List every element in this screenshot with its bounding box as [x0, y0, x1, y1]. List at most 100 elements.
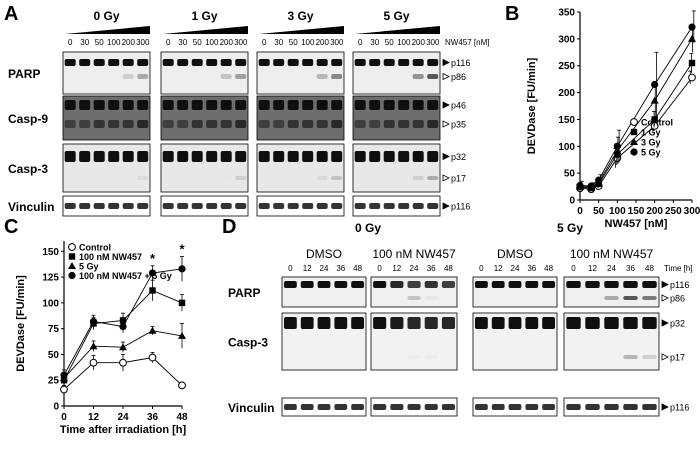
band	[383, 59, 395, 66]
band	[642, 296, 657, 300]
band	[177, 151, 189, 162]
y-axis-label: DEVDase [FU/min]	[15, 275, 27, 372]
x-tick-label: 36	[147, 412, 159, 423]
data-point	[651, 80, 659, 89]
x-tick-label: 48	[176, 412, 188, 423]
legend-label: 5 Gy	[641, 148, 661, 158]
band	[93, 151, 105, 162]
legend-marker	[630, 138, 638, 145]
band	[427, 120, 439, 128]
band	[334, 404, 348, 410]
treatment-label: 100 nM NW457	[372, 247, 456, 261]
band	[177, 100, 189, 110]
band	[137, 59, 149, 66]
band	[64, 203, 76, 209]
band	[566, 404, 581, 410]
concentration-tick: 50	[95, 38, 104, 47]
band-size-label: p32	[670, 319, 685, 329]
x-tick-label: 100	[609, 206, 626, 217]
band	[412, 74, 424, 79]
concentration-tick: 300	[234, 38, 248, 47]
band	[316, 151, 328, 162]
band	[284, 281, 297, 288]
band	[441, 317, 455, 329]
data-point	[148, 353, 157, 362]
band	[369, 120, 381, 128]
band	[302, 151, 314, 162]
band	[235, 100, 247, 110]
concentration-tick: 0	[262, 38, 267, 47]
filled-arrow-icon	[442, 58, 450, 67]
band	[542, 317, 555, 329]
x-tick-label: 300	[684, 206, 700, 217]
band	[287, 203, 299, 209]
concentration-tick: 100	[107, 38, 121, 47]
data-point	[119, 358, 127, 367]
band	[316, 203, 328, 209]
concentration-tick: 50	[193, 38, 202, 47]
band	[258, 59, 270, 66]
concentration-wedge	[355, 26, 440, 34]
band	[122, 74, 134, 79]
data-point	[89, 358, 98, 367]
band	[122, 100, 134, 110]
band	[604, 281, 619, 288]
protein-label: Vinculin	[8, 200, 54, 214]
data-point	[119, 322, 127, 331]
band	[398, 120, 410, 128]
data-point	[178, 299, 186, 307]
band	[220, 74, 232, 79]
time-tick: 48	[544, 264, 553, 273]
concentration-tick: 0	[358, 38, 363, 47]
y-tick-label: 125	[42, 273, 59, 284]
band	[525, 281, 539, 288]
band	[585, 317, 600, 329]
band	[604, 317, 619, 329]
band	[604, 355, 619, 359]
band	[258, 100, 270, 110]
legend-label: Control	[641, 118, 673, 128]
band	[191, 59, 203, 66]
x-tick-label: 50	[593, 206, 605, 217]
time-tick: 12	[588, 264, 597, 273]
y-tick-label: 0	[53, 402, 59, 413]
band	[108, 203, 120, 209]
band	[412, 120, 424, 128]
filled-arrow-icon	[661, 403, 669, 411]
band	[235, 59, 247, 66]
band	[273, 100, 285, 110]
band	[331, 59, 343, 66]
band-size-label: p116	[451, 202, 470, 212]
significance-marker: *	[150, 251, 156, 266]
band	[273, 151, 285, 162]
filled-arrow-icon	[442, 202, 450, 210]
band	[441, 404, 455, 410]
legend-label: 3 Gy	[641, 138, 661, 148]
band	[351, 317, 364, 329]
band	[542, 281, 555, 288]
band	[273, 59, 285, 66]
blot-frame	[352, 143, 441, 193]
band	[642, 404, 657, 410]
legend-label: 100 nM NW457	[79, 252, 142, 262]
series-line	[579, 38, 693, 188]
panel-letter: A	[4, 3, 18, 25]
band	[475, 317, 488, 329]
data-point	[614, 151, 621, 158]
band	[220, 176, 232, 180]
data-point	[148, 326, 157, 334]
band	[137, 74, 149, 79]
band	[108, 120, 120, 128]
concentration-wedge	[259, 26, 344, 34]
band	[287, 120, 299, 128]
band	[235, 203, 247, 209]
band	[287, 100, 299, 110]
y-tick-label: 25	[48, 376, 60, 387]
band	[177, 120, 189, 128]
band	[623, 296, 638, 300]
band	[79, 100, 91, 110]
band	[354, 151, 366, 162]
time-tick: 12	[392, 264, 401, 273]
y-tick-label: 50	[48, 350, 60, 361]
